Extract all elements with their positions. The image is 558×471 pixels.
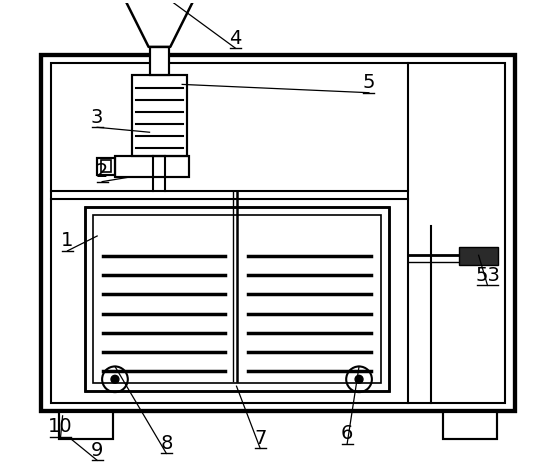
Polygon shape [124, 0, 195, 47]
Text: 5: 5 [363, 73, 375, 92]
Text: 6: 6 [341, 424, 353, 443]
Bar [85, 207, 389, 391]
Bar [85, 207, 389, 391]
Bar [41, 55, 515, 411]
Bar [97, 157, 115, 175]
Bar [132, 74, 187, 155]
Text: 3: 3 [91, 108, 103, 127]
Bar [51, 63, 506, 403]
Text: 9: 9 [91, 441, 103, 460]
Text: 7: 7 [254, 429, 266, 448]
Bar [115, 155, 189, 177]
Bar [443, 411, 497, 439]
Bar [59, 411, 113, 439]
Text: 10: 10 [49, 417, 73, 436]
Text: 1: 1 [61, 231, 74, 251]
Bar [150, 47, 169, 74]
Bar [97, 157, 115, 175]
Text: 8: 8 [160, 434, 172, 453]
Text: 2: 2 [96, 162, 108, 181]
Bar [132, 74, 187, 155]
Circle shape [355, 375, 363, 383]
Text: 53: 53 [475, 266, 500, 285]
Text: 4: 4 [229, 29, 242, 48]
Bar [459, 247, 498, 265]
Bar [443, 411, 497, 439]
Bar [150, 47, 169, 74]
Bar [41, 55, 515, 411]
Bar [115, 155, 189, 177]
Circle shape [111, 375, 119, 383]
Bar [101, 161, 111, 172]
Bar [59, 411, 113, 439]
Bar [93, 215, 381, 383]
